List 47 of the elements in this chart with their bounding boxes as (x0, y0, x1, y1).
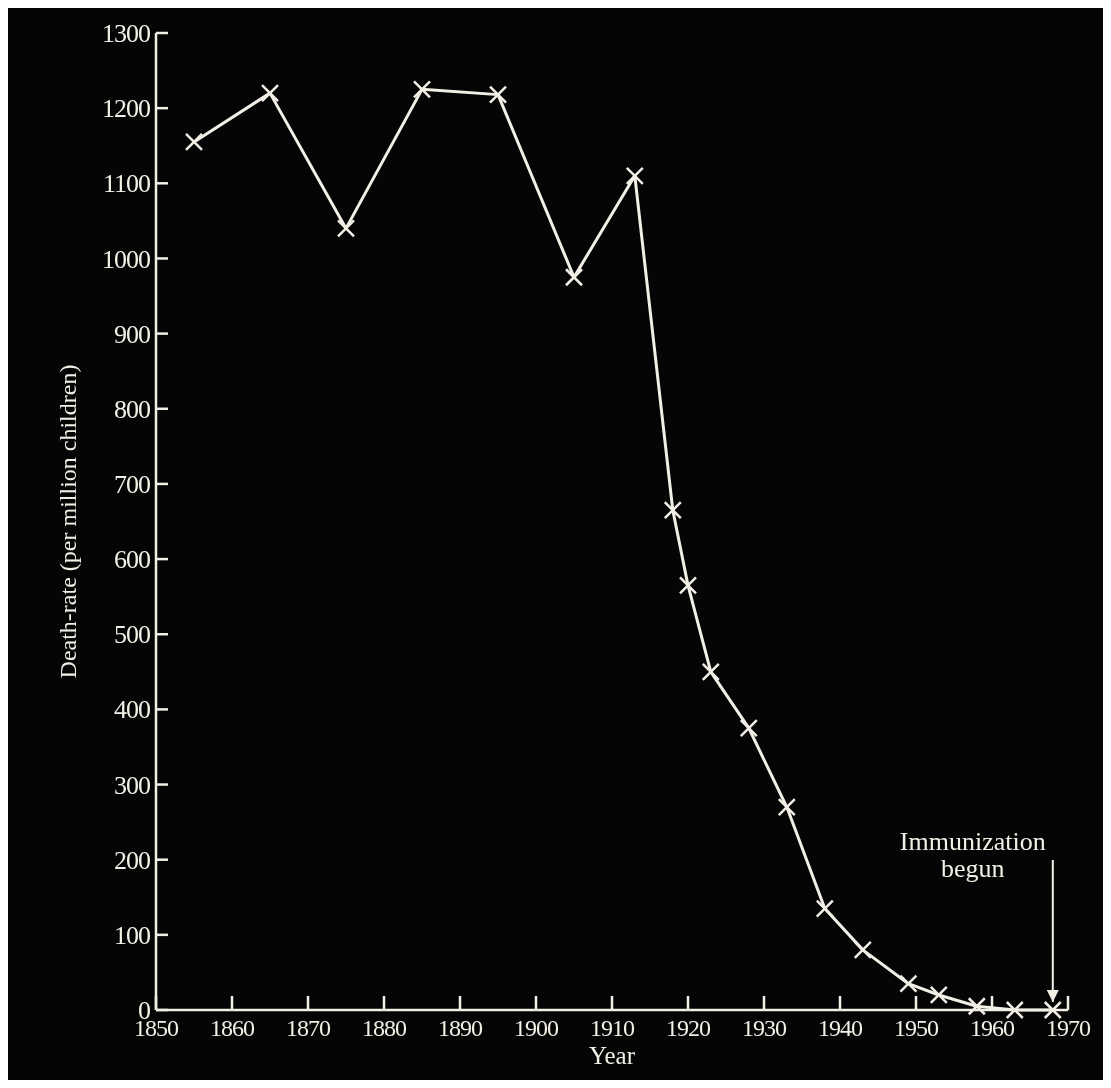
y-tick-label: 100 (114, 920, 151, 950)
point (1005, 1000, 1025, 1020)
point (488, 85, 508, 104)
point (853, 940, 873, 960)
y-axis-title: Death-rate (per million children) (55, 364, 81, 679)
point (260, 83, 280, 103)
point (1043, 1000, 1063, 1020)
y-tick-label: 900 (114, 319, 151, 349)
y-tick-label: 1200 (102, 94, 151, 124)
y-tick-label: 500 (114, 620, 151, 650)
point (929, 985, 949, 1005)
point (625, 166, 645, 186)
point (777, 797, 797, 817)
x-tick-label: 1900 (514, 1015, 559, 1041)
point (739, 718, 759, 738)
y-tick-label: 600 (114, 545, 151, 575)
point (815, 899, 835, 918)
point (678, 576, 698, 595)
x-tick-label: 1920 (666, 1015, 711, 1041)
x-tick-label: 1860 (210, 1015, 255, 1041)
point (184, 132, 204, 152)
y-tick-label: 1300 (102, 19, 151, 49)
x-tick-label: 1930 (742, 1015, 787, 1041)
point (899, 974, 918, 993)
point (564, 268, 584, 287)
x-tick-label: 1940 (818, 1015, 863, 1041)
y-tick-label: 300 (114, 770, 151, 800)
point (412, 80, 432, 99)
x-tick-label: 1880 (362, 1015, 407, 1041)
x-tick-label: 1890 (438, 1015, 483, 1041)
point (663, 500, 683, 520)
x-tick-label: 1970 (1046, 1015, 1091, 1041)
x-tick-label: 1870 (286, 1015, 331, 1041)
y-tick-label: 1000 (102, 244, 151, 274)
y-tick-label: 800 (114, 394, 151, 424)
x-tick-label: 1910 (590, 1015, 635, 1041)
x-tick-label: 1950 (894, 1015, 939, 1041)
y-tick-label: 700 (114, 470, 151, 500)
y-tick-label: 200 (114, 845, 151, 875)
point (336, 219, 356, 238)
y-tick-label: 1100 (102, 169, 151, 199)
point (967, 996, 987, 1016)
y-tick-label: 400 (114, 695, 151, 725)
point (701, 662, 721, 682)
x-tick-label: 1960 (970, 1015, 1015, 1041)
annotation: Immunization begun (899, 827, 1046, 884)
x-axis-title: Year (588, 1042, 636, 1069)
